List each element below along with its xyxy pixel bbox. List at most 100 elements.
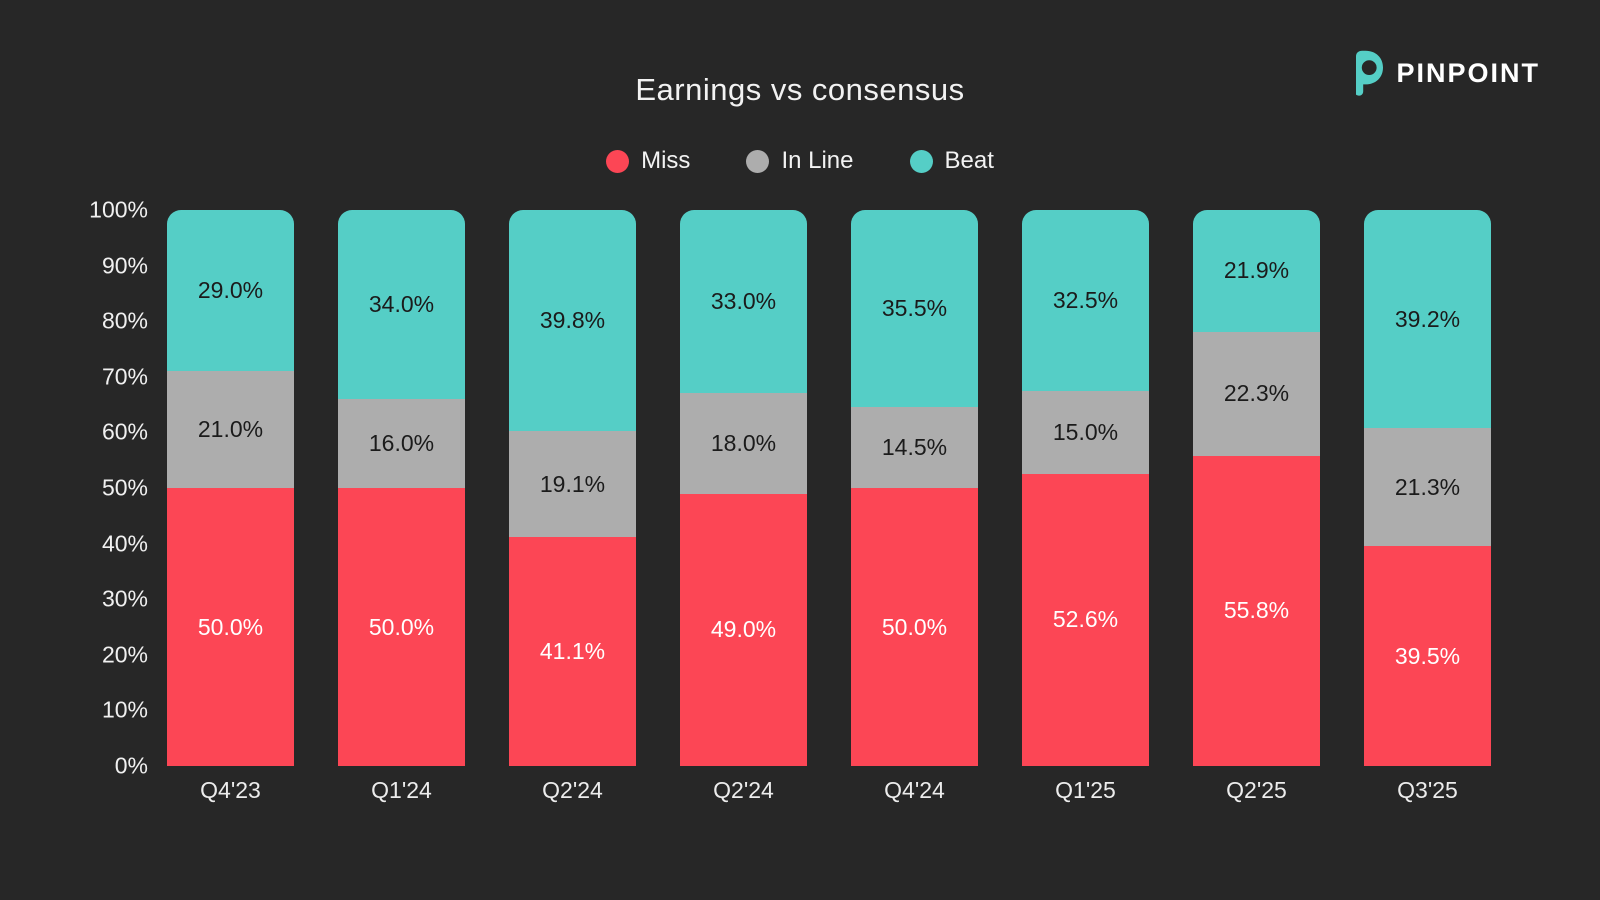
segment-value-label: 14.5% [881,434,948,461]
bar-column-q1-25-5: 52.6% 15.0% 32.5% Q1'25 [1022,210,1149,802]
x-axis-label: Q2'24 [542,777,603,803]
stacked-bar: 50.0% 21.0% 29.0% [167,210,294,766]
segment-value-label: 50.0% [881,613,948,640]
y-tick-label: 20% [101,641,148,668]
chart-legend: Miss In Line Beat [0,147,1600,175]
x-axis-label: Q4'23 [200,777,261,803]
y-tick-label: 90% [101,252,148,279]
y-tick-label: 50% [101,474,148,501]
x-axis-label: Q2'24 [713,777,774,803]
legend-label: Miss [641,147,691,174]
segment-value-label: 29.0% [197,277,264,304]
segment-value-label: 35.5% [881,295,948,322]
segment-value-label: 33.0% [710,288,777,315]
segment-miss: 50.0% [338,488,465,766]
pinpoint-logo-icon [1356,50,1384,96]
segment-beat: 33.0% [680,210,807,394]
segment-value-label: 52.6% [1052,606,1119,633]
segment-beat: 29.0% [167,210,294,372]
brand-logo: PINPOINT [1348,50,1540,97]
segment-in-line: 14.5% [851,407,978,488]
x-axis-label: Q4'24 [884,777,945,803]
bar-column-q4-23-0: 50.0% 21.0% 29.0% Q4'23 [167,210,294,802]
segment-in-line: 16.0% [338,399,465,488]
stacked-bar: 50.0% 14.5% 35.5% [851,210,978,766]
segment-miss: 39.5% [1364,546,1491,766]
segment-value-label: 16.0% [368,430,435,457]
segment-value-label: 41.1% [539,638,606,665]
x-axis-label: Q3'25 [1397,777,1458,803]
segment-in-line: 22.3% [1193,331,1320,456]
segment-miss: 50.0% [167,488,294,766]
segment-beat: 35.5% [851,210,978,408]
y-tick-label: 0% [114,752,148,779]
segment-value-label: 15.0% [1052,418,1119,445]
segment-beat: 21.9% [1193,210,1320,332]
segment-miss: 50.0% [851,488,978,766]
legend-item-beat: Beat [909,147,994,175]
segment-miss: 49.0% [680,493,807,766]
segment-beat: 39.2% [1364,210,1491,428]
segment-value-label: 50.0% [368,613,435,640]
y-tick-label: 10% [101,696,148,723]
stacked-bar: 50.0% 16.0% 34.0% [338,210,465,766]
segment-value-label: 32.5% [1052,286,1119,313]
bar-column-q2-24-2: 41.1% 19.1% 39.8% Q2'24 [509,210,636,802]
y-tick-label: 60% [101,418,148,445]
bar-column-q3-25-7: 39.5% 21.3% 39.2% Q3'25 [1364,210,1491,802]
segment-value-label: 39.5% [1394,642,1461,669]
legend-label: In Line [781,147,854,174]
segment-beat: 32.5% [1022,210,1149,391]
brand-name: PINPOINT [1396,58,1540,88]
segment-value-label: 22.3% [1223,380,1290,407]
bar-column-q1-24-1: 50.0% 16.0% 34.0% Q1'24 [338,210,465,802]
segment-value-label: 49.0% [710,616,777,643]
segment-beat: 34.0% [338,210,465,400]
x-axis-label: Q2'25 [1226,777,1287,803]
segment-value-label: 18.0% [710,430,777,457]
bar-column-q4-24-4: 50.0% 14.5% 35.5% Q4'24 [851,210,978,802]
legend-dot-miss [606,149,630,173]
segment-value-label: 39.8% [539,307,606,334]
segment-value-label: 21.9% [1223,257,1290,284]
bar-column-q2-24-3: 49.0% 18.0% 33.0% Q2'24 [680,210,807,802]
y-tick-label: 80% [101,307,148,334]
stacked-bar: 39.5% 21.3% 39.2% [1364,210,1491,766]
segment-value-label: 21.0% [197,416,264,443]
bar-column-q2-25-6: 55.8% 22.3% 21.9% Q2'25 [1193,210,1320,802]
segment-miss: 52.6% [1022,473,1149,766]
legend-dot-in-line [746,149,770,173]
legend-dot-beat [909,149,933,173]
stacked-bar: 52.6% 15.0% 32.5% [1022,210,1149,766]
segment-miss: 41.1% [509,537,636,766]
legend-item-miss: Miss [606,147,690,175]
y-tick-label: 70% [101,363,148,390]
stacked-bar: 55.8% 22.3% 21.9% [1193,210,1320,766]
segment-value-label: 39.2% [1394,305,1461,332]
segment-beat: 39.8% [509,210,636,432]
chart-title: Earnings vs consensus [635,72,965,107]
y-tick-label: 40% [101,530,148,557]
x-axis-label: Q1'24 [371,777,432,803]
segment-value-label: 21.3% [1394,473,1461,500]
segment-in-line: 21.3% [1364,427,1491,547]
segment-in-line: 18.0% [680,393,807,494]
segment-in-line: 15.0% [1022,390,1149,474]
segment-in-line: 19.1% [509,431,636,538]
legend-label: Beat [944,147,994,174]
y-axis: 0% 10% 20% 30% 40% 50% 60% 70% 80% 90% 100% [36,198,148,777]
legend-item-in-line: In Line [746,147,854,175]
stacked-bar: 49.0% 18.0% 33.0% [680,210,807,766]
segment-value-label: 55.8% [1223,597,1290,624]
y-tick-label: 30% [101,585,148,612]
segment-miss: 55.8% [1193,455,1320,766]
segment-in-line: 21.0% [167,371,294,488]
stacked-bar: 41.1% 19.1% 39.8% [509,210,636,766]
plot-area: 50.0% 21.0% 29.0% Q4'23 50.0% 16.0% 34.0% Q1'24… [167,210,1491,802]
y-tick-label: 100% [89,196,148,223]
segment-value-label: 34.0% [368,291,435,318]
x-axis-label: Q1'25 [1055,777,1116,803]
segment-value-label: 19.1% [539,470,606,497]
segment-value-label: 50.0% [197,613,264,640]
